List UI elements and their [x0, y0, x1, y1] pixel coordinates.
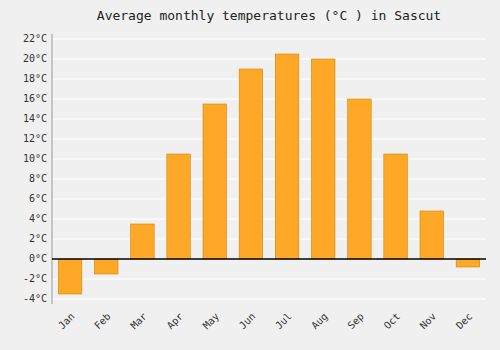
grid-line [52, 38, 486, 39]
bar [167, 154, 191, 259]
grid-line [52, 278, 486, 279]
x-tick-label: Dec [454, 311, 475, 332]
bar [311, 59, 335, 259]
y-tick-label: 22°C [23, 33, 47, 44]
y-tick-label: 20°C [23, 53, 47, 64]
x-tick-label: Aug [309, 311, 330, 332]
y-tick-label: -4°C [23, 293, 47, 304]
x-tick-label: Feb [92, 311, 113, 332]
bar [456, 259, 480, 267]
grid-line [52, 78, 486, 79]
bar [131, 224, 155, 259]
bar [94, 259, 118, 274]
y-tick-label: -2°C [23, 273, 47, 284]
y-tick-label: 8°C [29, 173, 47, 184]
bar [58, 259, 82, 294]
grid-line [52, 158, 486, 159]
bar [384, 154, 408, 259]
bar [275, 54, 299, 259]
x-tick-label: Sep [345, 311, 366, 332]
grid-line [52, 58, 486, 59]
y-tick-label: 6°C [29, 193, 47, 204]
bar [420, 211, 444, 259]
x-tick-label: Jun [237, 311, 258, 332]
bars [58, 54, 479, 294]
x-tick-label: May [201, 311, 222, 332]
y-tick-label: 16°C [23, 93, 47, 104]
grid-line [52, 258, 486, 259]
x-tick-label: Oct [382, 311, 403, 332]
grid-line [52, 178, 486, 179]
x-tick-label: Jan [56, 311, 77, 332]
x-tick-label: Mar [128, 311, 149, 332]
y-tick-label: 10°C [23, 153, 47, 164]
grid-line [52, 138, 486, 139]
y-tick-label: 18°C [23, 73, 47, 84]
y-tick-label: 14°C [23, 113, 47, 124]
background [0, 0, 500, 350]
grid-line [52, 298, 486, 299]
chart: -4°C -2°C 0°C 2°C 4°C 6°C 8°C 10°C 12°C 14°C 16°C 1… [0, 0, 500, 350]
x-tick-label: Jul [273, 311, 294, 332]
x-tick-label: Nov [418, 311, 439, 332]
bar [239, 69, 263, 259]
y-axis-line [52, 34, 53, 304]
bar [203, 104, 227, 259]
bar [348, 99, 372, 259]
grid [52, 39, 486, 299]
x-tick-label: Apr [165, 311, 186, 332]
zero-line [52, 258, 486, 260]
grid-line [52, 118, 486, 119]
grid-line [52, 98, 486, 99]
grid-line [52, 198, 486, 199]
y-tick-label: 12°C [23, 133, 47, 144]
y-tick-label: 4°C [29, 213, 47, 224]
title: Average monthly temperatures (°C ) in Sa… [97, 8, 441, 23]
y-tick-label: 0°C [29, 253, 47, 264]
y-tick-label: 2°C [29, 233, 47, 244]
